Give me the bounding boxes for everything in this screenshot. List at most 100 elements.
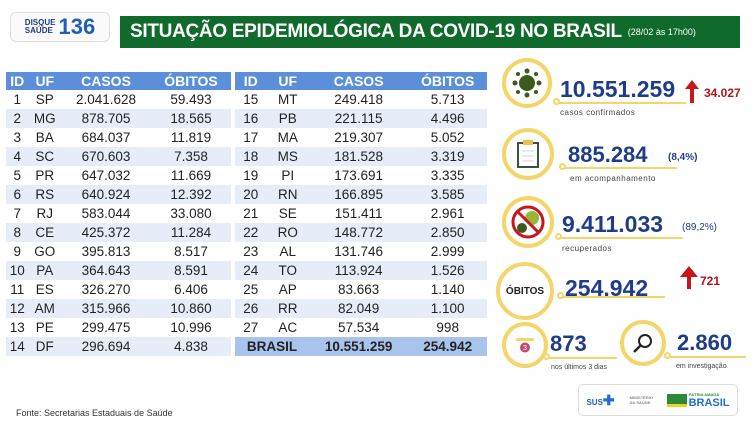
cell-uf: RO — [266, 223, 309, 242]
deaths-badge-label: ÓBITOS — [505, 285, 545, 297]
cell-obitos: 5.052 — [430, 130, 465, 145]
cell-obitos: 4.838 — [150, 337, 231, 356]
cell-uf: MG — [28, 109, 62, 128]
ministry-text: MINISTÉRIO DA SAÚDE — [629, 395, 653, 405]
logo-line1: DISQUE — [24, 18, 56, 27]
cell-uf: PA — [28, 261, 62, 280]
recovered-pct: (89,2%) — [682, 222, 718, 233]
cell-obitos: 18.565 — [150, 109, 231, 128]
cell-id: 3 — [13, 130, 21, 145]
cell-id: 10 — [6, 261, 29, 280]
logo-line2: SAÚDE — [24, 26, 53, 35]
table-header: ID UF CASOS ÓBITOS — [235, 72, 487, 90]
cell-uf: TO — [266, 261, 309, 280]
table-row: 7 RJ 583.044 33.080 — [6, 204, 231, 223]
cell-obitos: 3.319 — [408, 147, 487, 166]
cell-id: 24 — [235, 261, 267, 280]
table-row: 3 BA 684.037 11.819 — [6, 128, 231, 147]
column-header: ID — [235, 72, 267, 90]
title-banner: SITUAÇÃO EPIDEMIOLÓGICA DA COVID-19 NO B… — [120, 16, 740, 48]
last3-value: 873 — [550, 331, 587, 356]
cell-obitos: 4.496 — [408, 109, 487, 128]
cell-casos: 219.307 — [334, 130, 384, 145]
deaths-delta: 721 — [700, 274, 721, 288]
table-row: 5 PR 647.032 11.669 — [6, 166, 231, 185]
table-row: 24 TO 113.924 1.526 — [235, 261, 487, 280]
table-row: 15 MT 249.418 5.713 — [235, 90, 487, 109]
underline — [560, 296, 665, 298]
cell-uf: CE — [28, 223, 62, 242]
brasil-logo: PÁTRIA AMADA BRASIL — [666, 391, 730, 409]
calendar-day: 3 — [523, 344, 527, 352]
flag-icon — [666, 393, 687, 407]
cell-uf: PI — [281, 168, 295, 183]
cell-casos: 296.694 — [61, 337, 151, 356]
cell-obitos: 12.392 — [150, 185, 231, 204]
states-table-left: ID UF CASOS ÓBITOS 1 SP 2.041.628 59.493 2 MG 878.… — [6, 72, 231, 356]
table-row: 26 RR 82.049 1.100 — [235, 299, 487, 318]
underline-dot — [559, 163, 566, 170]
column-header: UF — [28, 72, 62, 90]
cell-obitos: 2.850 — [408, 223, 487, 242]
calendar-icon: 3 — [502, 322, 548, 368]
table-row: 2 MG 878.705 18.565 — [6, 109, 231, 128]
underline — [562, 167, 677, 169]
table-row: 11 ES 326.270 6.406 — [6, 280, 231, 299]
column-header: UF — [266, 72, 309, 90]
brand-top: PÁTRIA AMADA — [688, 391, 720, 397]
table-row: 12 AM 315.966 10.860 — [6, 299, 231, 318]
recovered-value: 9.411.033 — [562, 211, 664, 237]
table-row: 6 RS 640.924 12.392 — [6, 185, 231, 204]
logo-number: 136 — [58, 14, 96, 39]
cell-casos: 684.037 — [81, 130, 131, 145]
cell-uf: PR — [35, 168, 55, 183]
table-header: ID UF CASOS ÓBITOS — [6, 72, 231, 90]
column-header: ÓBITOS — [408, 72, 487, 90]
no-virus-icon — [502, 196, 554, 248]
table-row: 14 DF 296.694 4.838 — [6, 337, 231, 356]
column-header: ÓBITOS — [150, 72, 231, 90]
monitoring-value: 885.284 — [568, 142, 648, 167]
cell-id: 20 — [235, 185, 267, 204]
magnifier-icon — [620, 320, 666, 366]
cell-id: 11 — [10, 282, 25, 297]
cell-obitos: 6.406 — [174, 282, 208, 297]
cell-casos: 57.534 — [338, 320, 380, 335]
cell-casos: 640.924 — [61, 185, 151, 204]
total-row: BRASIL 10.551.259 254.942 — [235, 337, 487, 356]
table-row: 25 AP 83.663 1.140 — [235, 280, 487, 299]
cell-casos: 647.032 — [81, 168, 131, 183]
table-row: 4 SC 670.603 7.358 — [6, 147, 231, 166]
cell-obitos: 11.669 — [170, 168, 212, 183]
cell-obitos: 59.493 — [170, 92, 212, 107]
cell-casos: 364.643 — [61, 261, 151, 280]
cell-id: 27 — [243, 320, 259, 335]
table-row: 1 SP 2.041.628 59.493 — [6, 90, 231, 109]
total-label: BRASIL — [235, 337, 309, 356]
total-casos: 10.551.259 — [308, 337, 409, 356]
cell-id: 16 — [235, 109, 267, 128]
cell-obitos: 10.996 — [170, 320, 212, 335]
last3-label: nos últimos 3 dias — [551, 364, 608, 371]
cell-id: 19 — [243, 168, 259, 183]
investigation-value: 2.860 — [677, 330, 733, 355]
cell-obitos: 3.585 — [408, 185, 487, 204]
cell-id: 22 — [235, 223, 267, 242]
cell-uf: DF — [28, 337, 62, 356]
table-row: 18 MS 181.528 3.319 — [235, 147, 487, 166]
monitoring-label: em acompanhamento — [570, 174, 656, 183]
cell-casos: 395.813 — [81, 244, 131, 259]
cell-uf: MS — [266, 147, 309, 166]
cell-casos: 326.270 — [81, 282, 131, 297]
cell-uf: PE — [35, 320, 54, 335]
table-row: 10 PA 364.643 8.591 — [6, 261, 231, 280]
cell-uf: AL — [279, 244, 296, 259]
sus-logo: SUS✚ — [586, 391, 615, 408]
states-table-right: ID UF CASOS ÓBITOS 15 MT 249.418 5.713 16 PB 221.1… — [235, 72, 487, 356]
cell-id: 25 — [243, 282, 259, 297]
cell-id: 9 — [13, 244, 21, 259]
cell-casos: 315.966 — [61, 299, 151, 318]
cell-obitos: 8.591 — [150, 261, 231, 280]
column-header: ID — [6, 72, 29, 90]
cell-uf: RS — [28, 185, 62, 204]
